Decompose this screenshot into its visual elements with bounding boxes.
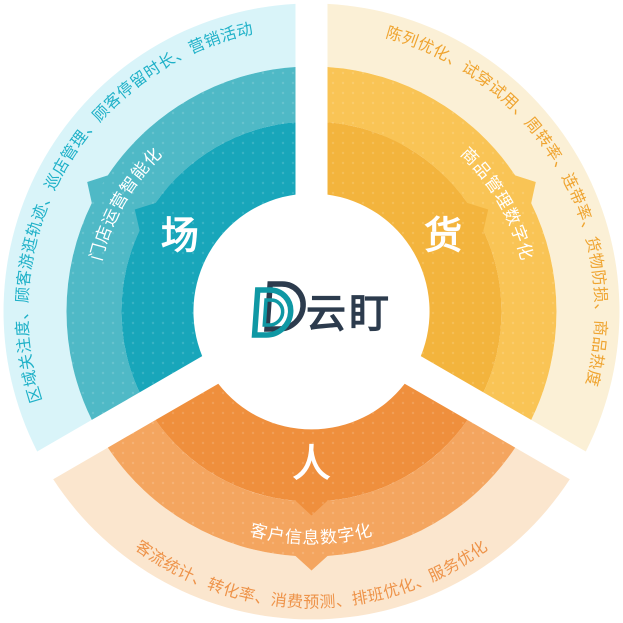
sector-people-dots-texture [107, 383, 516, 557]
sector-goods-dots-texture [327, 67, 557, 420]
sector-field: 场 门店运营智能化 区域关注度、顾客游逛轨迹、巡店管理、顾客停留时长、营销活动 [3, 3, 296, 452]
sector-people: 人 客户信息数字化 客流统计、转化率、消费预测、排班优化、服务优化 [53, 383, 570, 620]
sector-goods-outer-band [327, 3, 620, 452]
center-logo [251, 281, 306, 338]
sector-goods: 货 商品管理数字化 陈列优化、试穿试用、周转率、连带率、货物防损、商品热度 [327, 3, 620, 452]
logo-text: 云盯 [306, 291, 392, 337]
logo-mark-d-inner-icon [262, 298, 285, 327]
sector-field-dots-texture [66, 67, 296, 420]
sector-goods-big-label: 货 [424, 214, 462, 258]
logo-mark-d-teal-icon [251, 287, 294, 338]
sector-field-big-label: 场 [161, 214, 199, 258]
sector-people-big-label: 人 [292, 442, 330, 486]
sector-field-outer-band [3, 3, 296, 452]
sector-people-outer-band [53, 447, 570, 620]
